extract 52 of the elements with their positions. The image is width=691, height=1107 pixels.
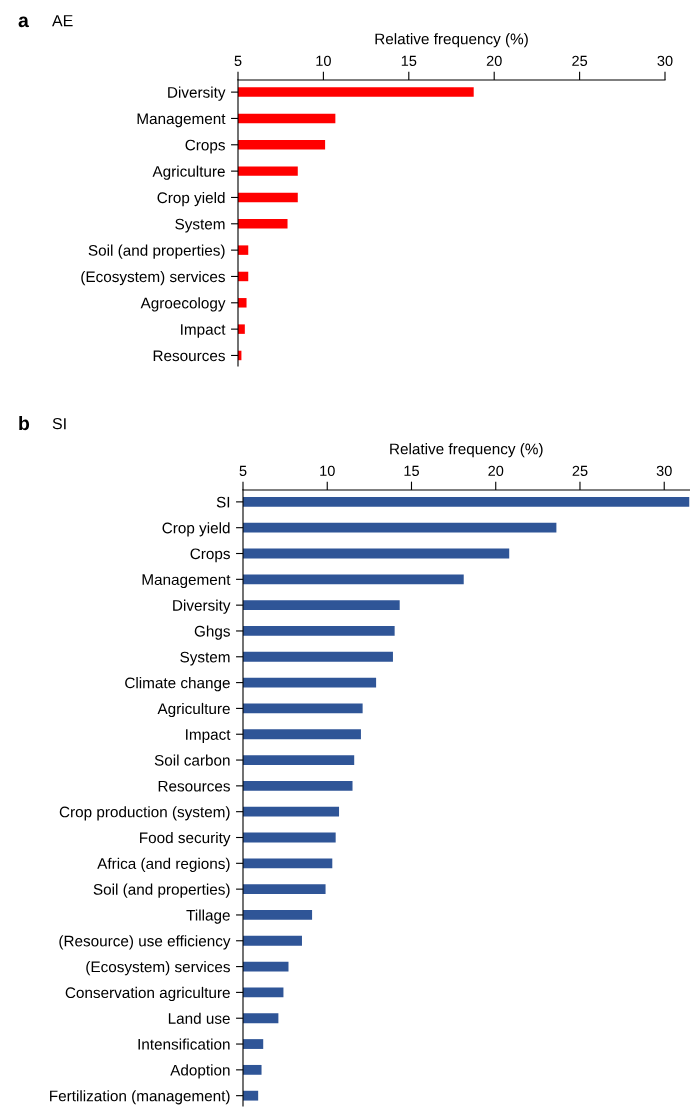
y-tick-label: Soil carbon	[154, 754, 230, 766]
x-tick-label: 5	[234, 55, 242, 67]
y-tick-label: Crops	[185, 139, 225, 154]
x-tick-label: 30	[657, 55, 673, 67]
text: AE	[52, 15, 73, 27]
x-tick-label: 20	[488, 465, 504, 477]
x-tick-label: 15	[401, 55, 417, 67]
y-tick-label: SI	[216, 496, 230, 508]
y-tick-label: Climate change	[125, 677, 230, 692]
y-tick-label: Diversity	[173, 599, 231, 614]
y-tick-label: Resources	[153, 350, 225, 362]
x-tick-label: 10	[320, 465, 335, 477]
x-axis-title: Relative frequency (%)	[390, 443, 543, 458]
y-tick-label: Conservation agriculture	[65, 986, 230, 1002]
y-tick-label: Crop yield	[157, 191, 225, 207]
x-tick-label: 25	[572, 55, 588, 67]
y-tick-label: Ghgs	[194, 625, 230, 640]
y-tick-label: Soil (and properties)	[88, 244, 225, 259]
y-tick-label: Soil (and properties)	[93, 883, 230, 898]
y-tick-label: Food security	[140, 831, 231, 847]
y-tick-label: Agroecology	[140, 297, 226, 312]
x-tick-label: 20	[486, 55, 502, 67]
x-tick-label: 15	[404, 465, 419, 477]
y-tick-label: Management	[137, 113, 226, 128]
x-tick-label: 30	[656, 465, 672, 477]
y-tick-label: Impact	[181, 324, 226, 338]
y-tick-label: Management	[142, 574, 231, 589]
y-tick-label: Intensification	[138, 1038, 230, 1050]
y-tick-label: Agriculture	[157, 702, 230, 718]
x-tick-label: 5	[239, 465, 247, 477]
y-tick-label: Land use	[168, 1012, 230, 1024]
y-tick-label: System	[180, 651, 230, 666]
x-tick-label: 25	[572, 465, 588, 477]
y-tick-label: Agriculture	[152, 165, 225, 180]
y-tick-label: Impact	[186, 729, 231, 743]
y-tick-label: Diversity	[168, 86, 226, 101]
y-tick-label: Crops	[190, 548, 230, 563]
y-tick-label: Tillage	[186, 909, 230, 924]
y-tick-label: Fertilization (management)	[50, 1090, 230, 1105]
y-tick-label: (Ecosystem) services	[86, 961, 230, 976]
y-tick-label: Adoption	[170, 1064, 230, 1079]
x-tick-label: 10	[316, 55, 331, 67]
text: b	[19, 415, 30, 431]
y-tick-label: Crop production (system)	[59, 806, 230, 821]
y-tick-label: System	[175, 218, 225, 233]
y-tick-label: Crop yield	[162, 522, 230, 537]
x-axis-title: Relative frequency (%)	[375, 33, 528, 48]
text: a	[18, 16, 29, 28]
y-tick-label: (Ecosystem) services	[81, 270, 225, 286]
y-tick-label: Africa (and regions)	[97, 857, 230, 873]
y-tick-label: (Resource) use efficiency	[59, 935, 231, 950]
y-tick-label: Resources	[158, 780, 230, 792]
